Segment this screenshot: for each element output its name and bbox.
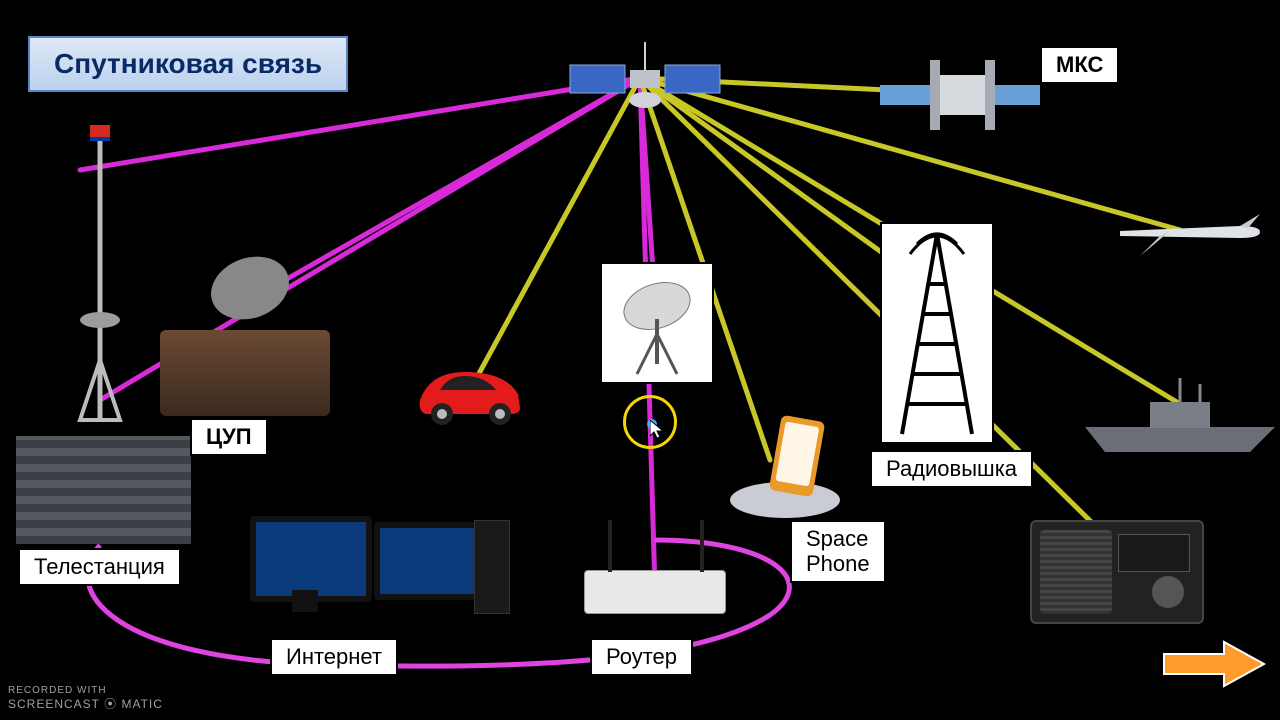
watermark-line1: RECORDED WITH: [8, 685, 163, 698]
next-arrow-icon[interactable]: [1160, 636, 1270, 692]
diagram-stage: { "canvas": { "width": 1280, "height": 7…: [0, 0, 1280, 720]
cursor-arrow-icon: [650, 420, 666, 440]
radiotower-frame: [880, 222, 994, 444]
warship-icon: [1080, 372, 1280, 462]
groundstation-frame: [600, 262, 714, 384]
monitor-2-icon: [374, 522, 482, 600]
airplane-icon: [1110, 196, 1270, 266]
watermark-line2: SCREENCAST ⦿ MATIC: [8, 697, 163, 712]
label-mks: МКС: [1040, 46, 1119, 84]
label-internet: Интернет: [270, 638, 398, 676]
spacephone-icon: [720, 400, 850, 520]
label-tsup: ЦУП: [190, 418, 268, 456]
router-antenna-1: [608, 520, 612, 572]
diagram-title: Спутниковая связь: [28, 36, 348, 92]
satellite-icon: [560, 20, 730, 140]
iss-icon: [860, 30, 1060, 170]
tsup-building-icon: [160, 330, 330, 416]
car-icon: [410, 360, 530, 430]
ostankino-tower-icon: [60, 120, 140, 430]
label-router: Роутер: [590, 638, 693, 676]
label-telestation: Телестанция: [18, 548, 181, 586]
pc-tower-icon: [474, 520, 510, 614]
tsup-dish-icon: [202, 246, 298, 330]
monitor-1-stand: [292, 590, 318, 612]
radio-icon: [1030, 520, 1204, 624]
router-icon: [584, 570, 726, 614]
label-spacephone: Space Phone: [790, 520, 886, 583]
label-radiotower: Радиовышка: [870, 450, 1033, 488]
router-antenna-2: [700, 520, 704, 572]
telestation-building-icon: [16, 436, 191, 544]
screencast-watermark: RECORDED WITH SCREENCAST ⦿ MATIC: [8, 685, 163, 713]
